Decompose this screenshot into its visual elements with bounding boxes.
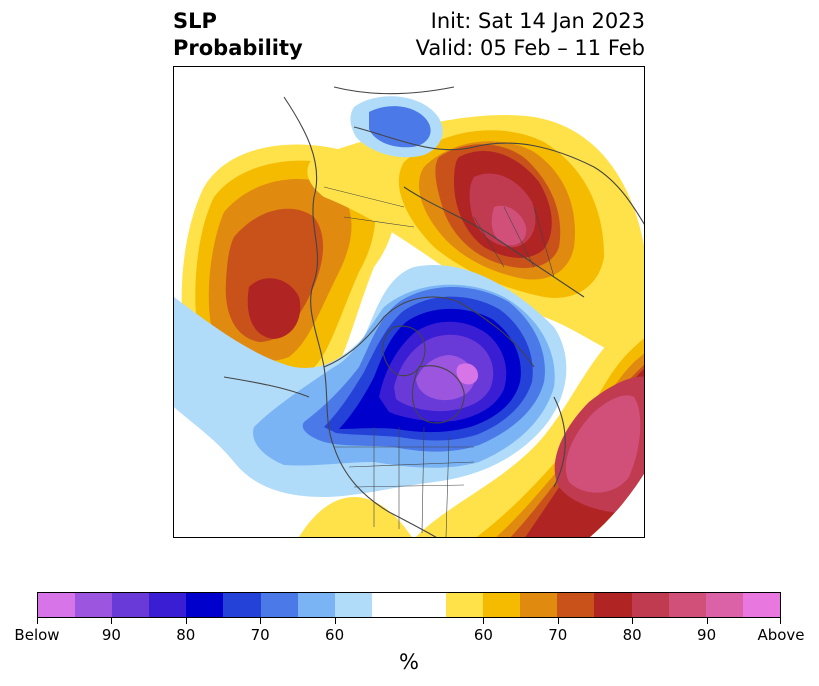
colorbar-below-swatch: [260, 593, 298, 617]
colorbar-above-swatch: [594, 593, 632, 617]
colorbar-tick: [557, 618, 559, 624]
colorbar-below-swatch: [223, 593, 261, 617]
colorbar-below-swatch: [334, 593, 372, 617]
colorbar-unit: %: [399, 650, 419, 674]
colorbar-below-swatch: [38, 593, 76, 617]
colorbar-below-swatch: [297, 593, 335, 617]
colorbar-below-swatch: [112, 593, 150, 617]
us-above-band: [294, 497, 414, 537]
colorbar-neutral-swatch: [371, 593, 447, 617]
title-right: Init: Sat 14 Jan 2023 Valid: 05 Feb – 11…: [416, 8, 645, 62]
colorbar-tick: [334, 618, 336, 624]
colorbar-tick: [706, 618, 708, 624]
colorbar-tick-label: 80: [176, 626, 196, 644]
colorbar-tick-label: 60: [325, 626, 345, 644]
colorbar-above-swatch: [557, 593, 595, 617]
colorbar-tick-label: 70: [548, 626, 568, 644]
colorbar: [37, 592, 781, 618]
coastlines: [223, 86, 644, 537]
colorbar-tick-label: 80: [622, 626, 642, 644]
colorbar-tick-label: Below: [14, 626, 60, 644]
title-left: SLP Probability: [173, 8, 303, 62]
colorbar-tick: [185, 618, 187, 624]
valid-range: Valid: 05 Feb – 11 Feb: [415, 36, 645, 60]
political-borders: [323, 186, 555, 537]
colorbar-above-swatch: [705, 593, 743, 617]
colorbar-tick: [37, 618, 38, 624]
colorbar-tick: [632, 618, 634, 624]
colorbar-below-swatch: [75, 593, 113, 617]
colorbar-above-swatch: [483, 593, 521, 617]
colorbar-below-swatch: [186, 593, 224, 617]
colorbar-tick-label: 70: [250, 626, 270, 644]
colorbar-above-swatch: [446, 593, 484, 617]
colorbar-above-swatch: [668, 593, 706, 617]
siberia-above-anomaly: [307, 115, 644, 367]
colorbar-tick: [260, 618, 262, 624]
colorbar-above-swatch: [742, 593, 780, 617]
init-date: Init: Sat 14 Jan 2023: [430, 9, 645, 33]
colorbar-tick-label: 90: [697, 626, 717, 644]
title-variable: SLP: [173, 9, 217, 33]
colorbar-tick-label: Above: [757, 626, 805, 644]
colorbar-above-swatch: [520, 593, 558, 617]
map-canvas: [174, 67, 644, 537]
colorbar-above-swatch: [631, 593, 669, 617]
colorbar-tick-label: 60: [473, 626, 493, 644]
colorbar-below-swatch: [149, 593, 187, 617]
colorbar-tick: [483, 618, 485, 624]
probability-map: [173, 66, 645, 538]
atlantic-above-anomaly: [414, 317, 644, 537]
colorbar-tick: [780, 618, 781, 624]
colorbar-tick: [111, 618, 113, 624]
title-type: Probability: [173, 36, 303, 60]
pacific-above-anomaly: [181, 144, 396, 398]
colorbar-tick-label: 90: [101, 626, 121, 644]
